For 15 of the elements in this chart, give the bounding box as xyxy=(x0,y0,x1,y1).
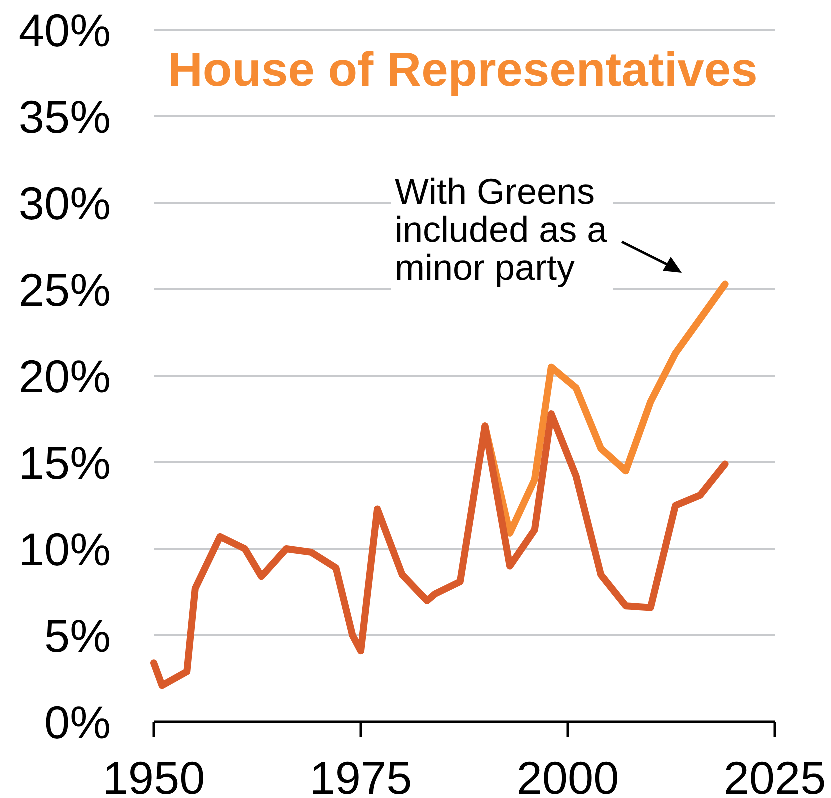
y-tick-label: 35% xyxy=(18,91,111,144)
y-tick-label: 5% xyxy=(44,610,111,662)
y-tick-label: 40% xyxy=(18,4,111,57)
x-tick-label: 1950 xyxy=(102,752,206,798)
chart-title: House of Representatives xyxy=(168,44,758,97)
y-tick-label: 10% xyxy=(18,524,111,576)
y-tick-label: 0% xyxy=(44,696,111,749)
y-tick-label: 30% xyxy=(18,178,111,230)
annotation: With Greens included as a minor party xyxy=(395,171,608,288)
x-tick-label: 1975 xyxy=(310,752,412,798)
y-tick-label: 25% xyxy=(18,264,111,316)
x-tick-label: 2025 xyxy=(724,752,826,798)
y-tick-label: 20% xyxy=(18,350,111,403)
y-tick-label: 15% xyxy=(18,437,111,490)
x-tick-label: 2000 xyxy=(516,752,620,798)
